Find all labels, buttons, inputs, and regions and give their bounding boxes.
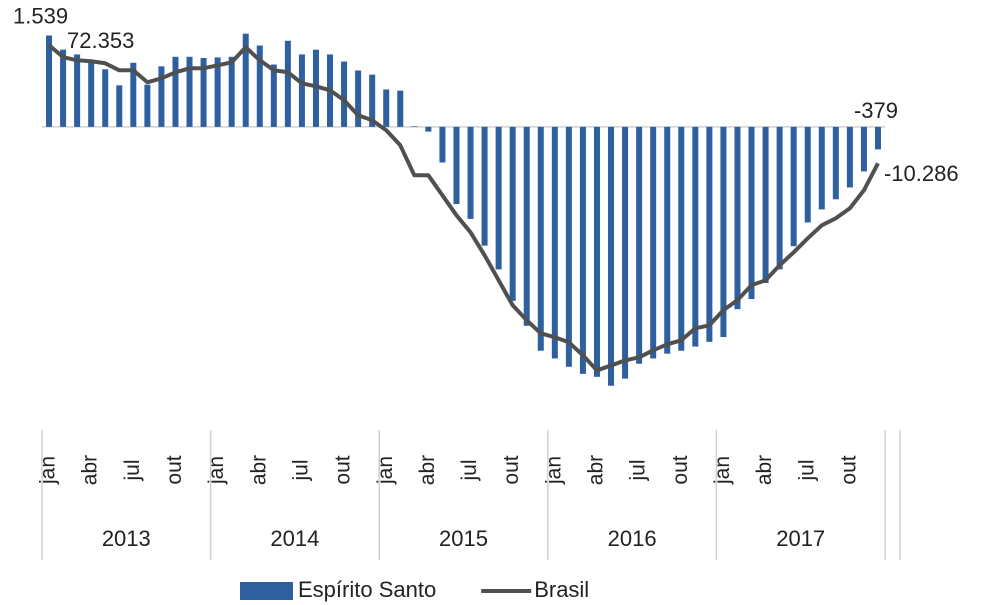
bar [692, 126, 699, 347]
x-group-label: 2016 [608, 526, 657, 551]
bar [46, 35, 53, 127]
legend-label: Espírito Santo [298, 577, 436, 602]
bar [706, 126, 713, 342]
x-tick-label: out [163, 455, 186, 484]
bar [116, 85, 123, 127]
x-tick-label: jan [374, 456, 397, 485]
bar [509, 126, 516, 301]
bar [355, 70, 362, 127]
bar [664, 126, 671, 354]
bar [748, 126, 755, 300]
bar [565, 126, 572, 367]
x-tick-label: abr [247, 455, 270, 485]
bar [144, 84, 151, 127]
bar [74, 54, 81, 127]
bar [425, 126, 432, 132]
bar [186, 56, 193, 127]
x-group-label: 2015 [439, 526, 488, 551]
data-label: 1.539 [13, 3, 68, 28]
data-label: -379 [854, 98, 898, 123]
legend-item: Espírito Santo [240, 577, 436, 602]
bar [284, 40, 291, 127]
x-tick-label: abr [585, 455, 608, 485]
bar [622, 126, 629, 379]
bar [846, 126, 853, 188]
bar [636, 126, 643, 364]
x-tick-label: jan [542, 456, 565, 485]
bar [818, 126, 825, 210]
bar [397, 90, 404, 127]
x-group-label: 2013 [102, 526, 151, 551]
bar [214, 57, 221, 127]
bar [467, 126, 474, 219]
x-tick-label: jul [627, 459, 650, 481]
bar [481, 126, 488, 246]
x-tick-label: abr [753, 455, 776, 485]
bar [242, 33, 249, 127]
bar [256, 45, 263, 127]
x-tick-label: out [669, 455, 692, 484]
bar [439, 126, 446, 163]
bar [593, 126, 600, 377]
bar [579, 126, 586, 374]
bar [298, 54, 305, 127]
bar [860, 126, 867, 172]
x-tick-label: jul [458, 459, 481, 481]
bar [60, 49, 67, 127]
x-tick-label: abr [79, 455, 102, 485]
bar [102, 69, 109, 127]
bar [495, 126, 502, 270]
legend-swatch [240, 582, 293, 600]
x-tick-label: jul [121, 459, 144, 481]
legend-item: Brasil [481, 577, 589, 602]
bar [678, 126, 685, 351]
bar [172, 56, 179, 127]
x-tick-label: jan [205, 456, 228, 485]
bar [650, 126, 657, 359]
bar [200, 58, 207, 127]
bar [790, 126, 797, 247]
x-tick-label: jul [289, 459, 312, 481]
bar [874, 126, 881, 150]
x-tick-label: out [332, 455, 355, 484]
bar [369, 74, 376, 127]
bar [608, 126, 615, 386]
x-tick-label: out [837, 455, 860, 484]
bar [762, 126, 769, 284]
bar [228, 56, 235, 127]
bar [523, 126, 530, 326]
x-tick-label: jan [711, 456, 734, 485]
bar [270, 64, 277, 127]
x-tick-label: jul [795, 459, 818, 481]
bar [551, 126, 558, 359]
bar [341, 61, 348, 127]
data-label: -10.286 [884, 161, 959, 186]
bar [832, 126, 839, 200]
bar [720, 126, 727, 338]
bar [411, 126, 418, 127]
bar [88, 61, 95, 127]
x-tick-label: abr [416, 455, 439, 485]
x-group-label: 2014 [270, 526, 319, 551]
bar [734, 126, 741, 310]
data-label: 72.353 [67, 28, 134, 53]
legend-label: Brasil [534, 577, 589, 602]
x-group-label: 2017 [776, 526, 825, 551]
line [47, 43, 880, 373]
bar [776, 126, 783, 270]
bar [537, 126, 544, 351]
bar [453, 126, 460, 205]
x-tick-label: out [500, 455, 523, 484]
bar [804, 126, 811, 223]
bar [383, 89, 390, 127]
bar [158, 66, 165, 127]
x-tick-label: jan [37, 456, 60, 485]
bar [130, 62, 137, 127]
